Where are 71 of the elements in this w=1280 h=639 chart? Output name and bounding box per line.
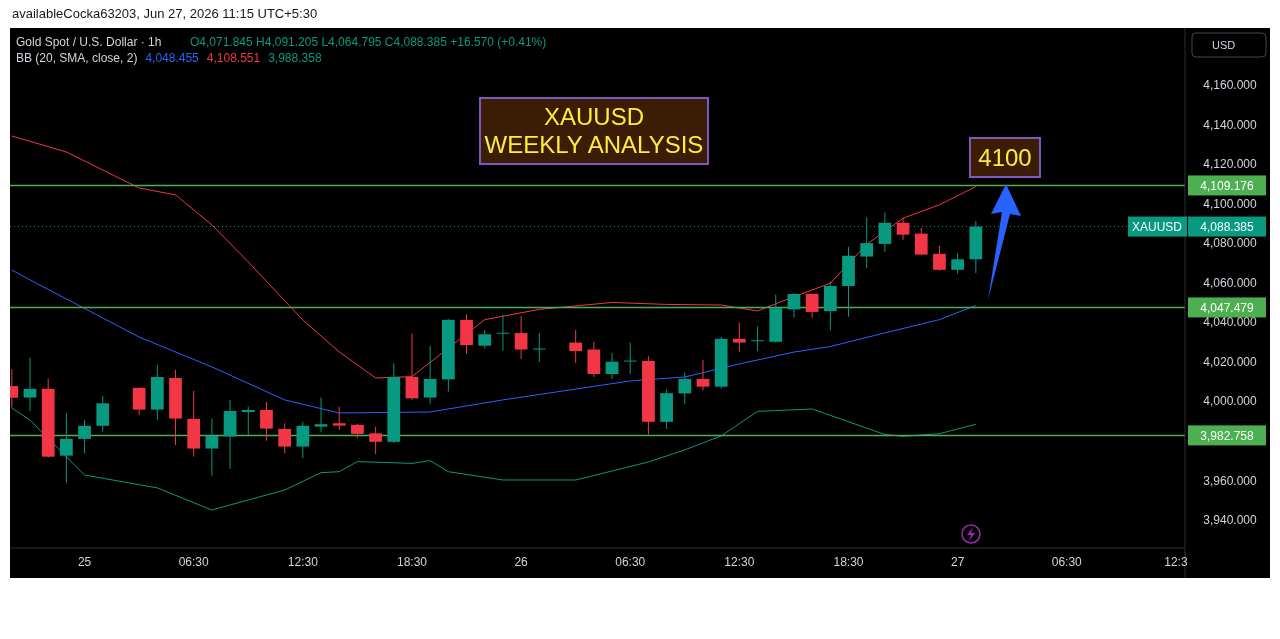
y-tick-label: 4,140.000 bbox=[1203, 117, 1258, 132]
ref-line-label: XAUUSD bbox=[1131, 219, 1183, 234]
candlestick bbox=[696, 359, 710, 391]
candlestick bbox=[678, 371, 692, 405]
x-tick-label: 06:30 bbox=[1051, 555, 1083, 569]
x-tick-label: 12:30 bbox=[724, 555, 755, 569]
y-tick-label: 4,060.000 bbox=[1203, 275, 1258, 290]
candlestick bbox=[132, 386, 146, 416]
annotation: XAUUSD WEEKLY ANALYSIS bbox=[484, 103, 704, 159]
candlestick bbox=[787, 293, 801, 319]
y-tick-label: 4,040.000 bbox=[1203, 315, 1258, 330]
y-tick-label: 4,100.000 bbox=[1203, 196, 1258, 211]
candlestick bbox=[260, 401, 273, 442]
candlestick bbox=[623, 342, 637, 375]
candlestick bbox=[951, 252, 965, 275]
x-tick-label: 12:30 bbox=[287, 555, 319, 569]
y-tick-label: 4,120.000 bbox=[1203, 157, 1258, 172]
line-series bbox=[11, 269, 977, 414]
x-tick-label: 06:30 bbox=[178, 555, 210, 569]
x-tick-label: 26 bbox=[514, 555, 529, 569]
text: availableCocka63203, Jun 27, 2026 11:15 UTC+5:30 bbox=[12, 6, 318, 21]
annotation: 4100 bbox=[978, 144, 1032, 172]
y-tick-label: 4,020.000 bbox=[1203, 354, 1258, 369]
candlestick bbox=[496, 314, 510, 352]
y-tick-label: 3,940.000 bbox=[1203, 513, 1258, 528]
candlestick bbox=[733, 322, 746, 353]
candlestick bbox=[296, 421, 310, 459]
candlestick bbox=[332, 406, 346, 431]
candlestick bbox=[241, 406, 255, 436]
x-tick-label: 18:30 bbox=[396, 555, 428, 569]
candlestick bbox=[60, 412, 73, 484]
annotation: 4,108.551 bbox=[206, 51, 261, 65]
candlestick bbox=[805, 292, 819, 319]
line-series bbox=[11, 407, 977, 511]
candlestick bbox=[423, 345, 437, 405]
candlestick bbox=[369, 426, 382, 455]
annotation: 4,048.455 bbox=[145, 51, 200, 65]
candlestick bbox=[205, 418, 219, 477]
text: BB (20, SMA, close, 2) bbox=[16, 51, 138, 65]
x-tick-label: 12:3 bbox=[1164, 555, 1188, 569]
y-tick-label: 4,080.000 bbox=[1203, 236, 1258, 251]
candlestick bbox=[914, 227, 928, 256]
candlestick bbox=[478, 329, 492, 349]
candlestick bbox=[314, 397, 328, 433]
candlestick bbox=[605, 352, 619, 380]
ref-line-label: 4,047.479 bbox=[1200, 300, 1255, 315]
candlestick bbox=[78, 419, 91, 454]
candlestick bbox=[278, 422, 292, 454]
y-tick-label: 4,160.000 bbox=[1203, 78, 1258, 93]
candlestick bbox=[896, 216, 910, 241]
y-tick-label: 3,960.000 bbox=[1203, 473, 1258, 488]
annotation: O4,071.845 H4,091.205 L4,064.795 C4,088.385 +16.570 (+0.41%) bbox=[190, 35, 547, 49]
candlestick bbox=[933, 245, 946, 272]
candlestick bbox=[751, 326, 764, 352]
x-tick-label: 06:30 bbox=[615, 555, 646, 569]
x-tick-label: 18:30 bbox=[833, 555, 864, 569]
ref-line-label: 4,109.176 bbox=[1200, 178, 1255, 193]
x-tick-label: 27 bbox=[950, 555, 965, 569]
candlestick bbox=[532, 332, 546, 363]
text: USD bbox=[1212, 38, 1236, 51]
x-tick-label: 25 bbox=[77, 555, 92, 569]
candlestick bbox=[514, 315, 528, 360]
ref-line-label: 3,982.758 bbox=[1200, 428, 1255, 443]
candlestick bbox=[96, 395, 110, 433]
chart-title: Gold Spot / U.S. Dollar · 1h bbox=[16, 35, 162, 49]
text: 4,088.385 bbox=[1200, 219, 1255, 234]
candlestick bbox=[860, 216, 874, 269]
y-tick-label: 4,000.000 bbox=[1203, 394, 1258, 409]
candlestick bbox=[23, 357, 37, 412]
annotation: 3,988.358 bbox=[268, 51, 322, 65]
candlestick bbox=[569, 329, 583, 364]
